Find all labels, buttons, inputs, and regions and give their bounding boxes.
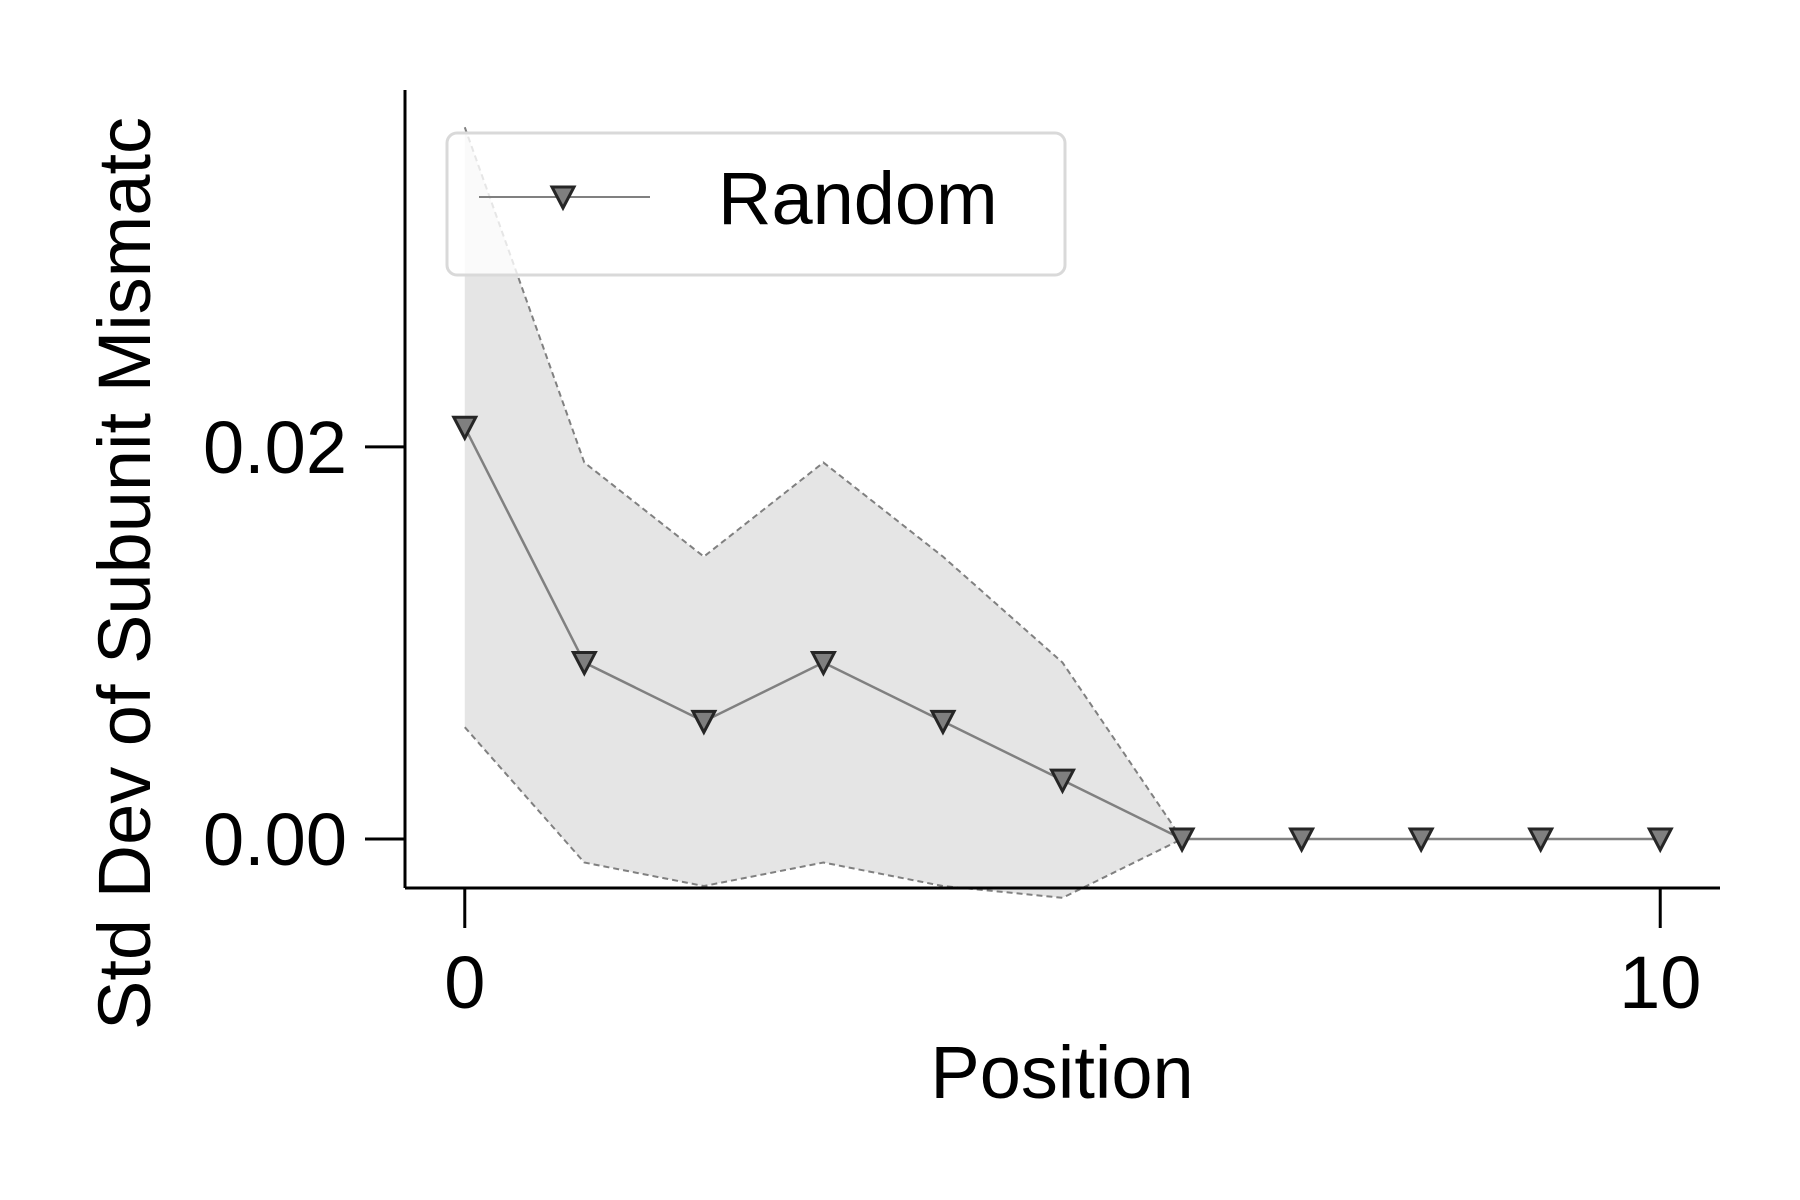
legend-frame xyxy=(445,131,1067,277)
data-point-5 xyxy=(1049,768,1076,795)
confidence-band xyxy=(464,127,1661,898)
data-point-9 xyxy=(1527,827,1555,854)
legend-series-marker xyxy=(549,185,577,212)
y-tick-label-0: 0.00 xyxy=(203,798,347,881)
data-point-10 xyxy=(1646,827,1674,854)
band-lower-edge xyxy=(464,726,1661,899)
x-axis-label: Position xyxy=(930,1031,1193,1114)
data-point-3 xyxy=(809,651,837,677)
y-axis-label: Std Dev of Subunit Mismatc xyxy=(83,117,166,1030)
legend-series-label: Random xyxy=(718,157,998,240)
data-point-4 xyxy=(929,709,957,736)
data-point-0 xyxy=(451,415,479,442)
data-point-1 xyxy=(570,651,598,677)
y-tick-label-1: 0.02 xyxy=(203,406,347,489)
x-tick-label-1: 10 xyxy=(1619,941,1701,1024)
series-layer xyxy=(451,415,1674,854)
data-point-6 xyxy=(1168,827,1196,854)
x-tick-label-0: 0 xyxy=(444,941,485,1024)
data-point-2 xyxy=(690,709,718,736)
legend: Random xyxy=(445,131,1067,277)
data-point-7 xyxy=(1288,827,1316,854)
axes-layer: 0.00 0.02 0 10 xyxy=(203,90,1720,1024)
data-point-8 xyxy=(1407,827,1435,854)
